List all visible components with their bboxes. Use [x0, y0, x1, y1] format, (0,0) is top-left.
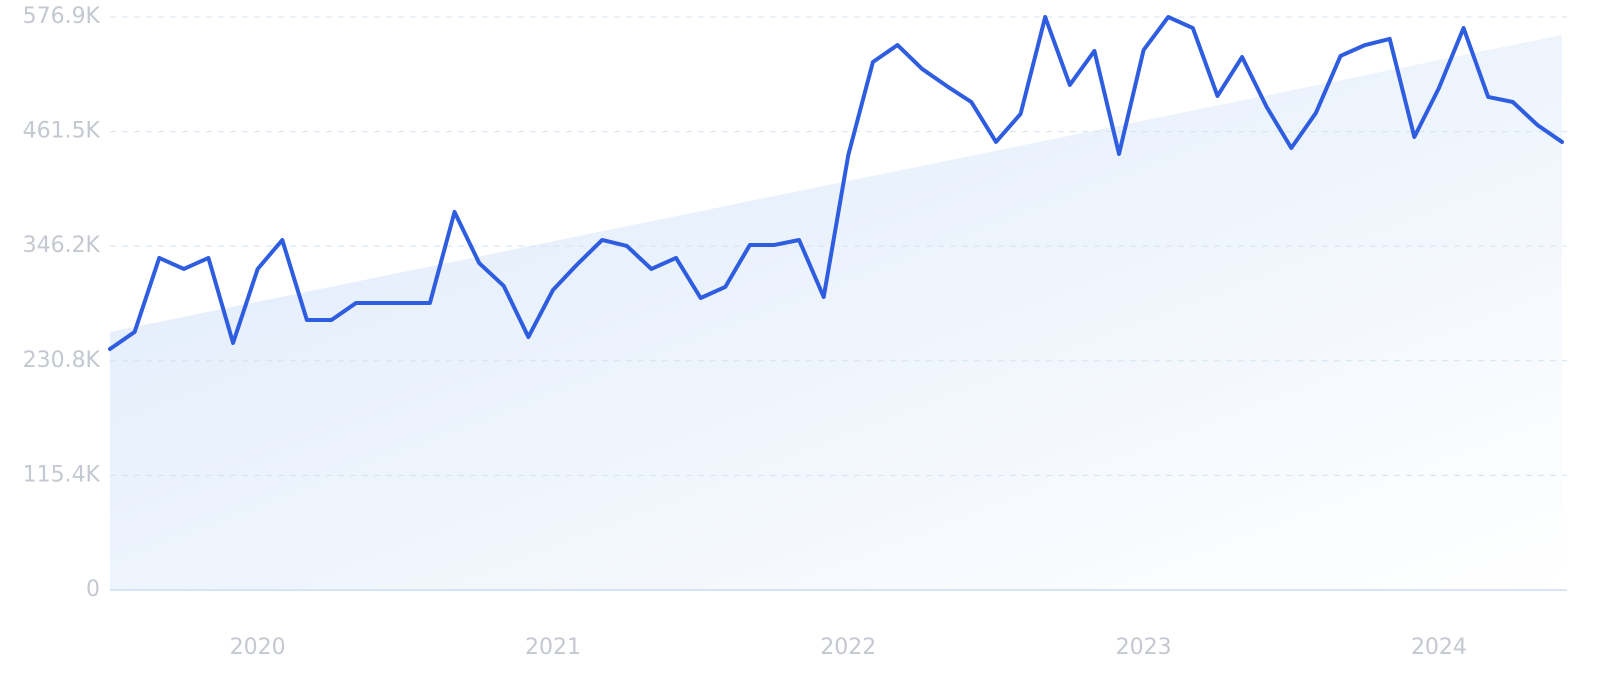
y-tick-label: 115.4K	[23, 462, 101, 487]
line	[108, 15, 1564, 352]
y-tick-label: 346.2K	[23, 233, 101, 258]
x-tick-label: 2024	[1411, 635, 1467, 660]
y-tick-label: 0	[86, 577, 100, 602]
y-tick-label: 576.9K	[23, 4, 101, 29]
trend-area	[110, 34, 1562, 590]
x-tick-label: 2022	[820, 635, 876, 660]
x-tick-label: 2023	[1116, 635, 1172, 660]
y-tick-label: 230.8K	[23, 348, 101, 373]
x-tick-label: 2021	[525, 635, 581, 660]
x-tick-label: 2020	[230, 635, 286, 660]
y-tick-label: 461.5K	[23, 119, 101, 144]
